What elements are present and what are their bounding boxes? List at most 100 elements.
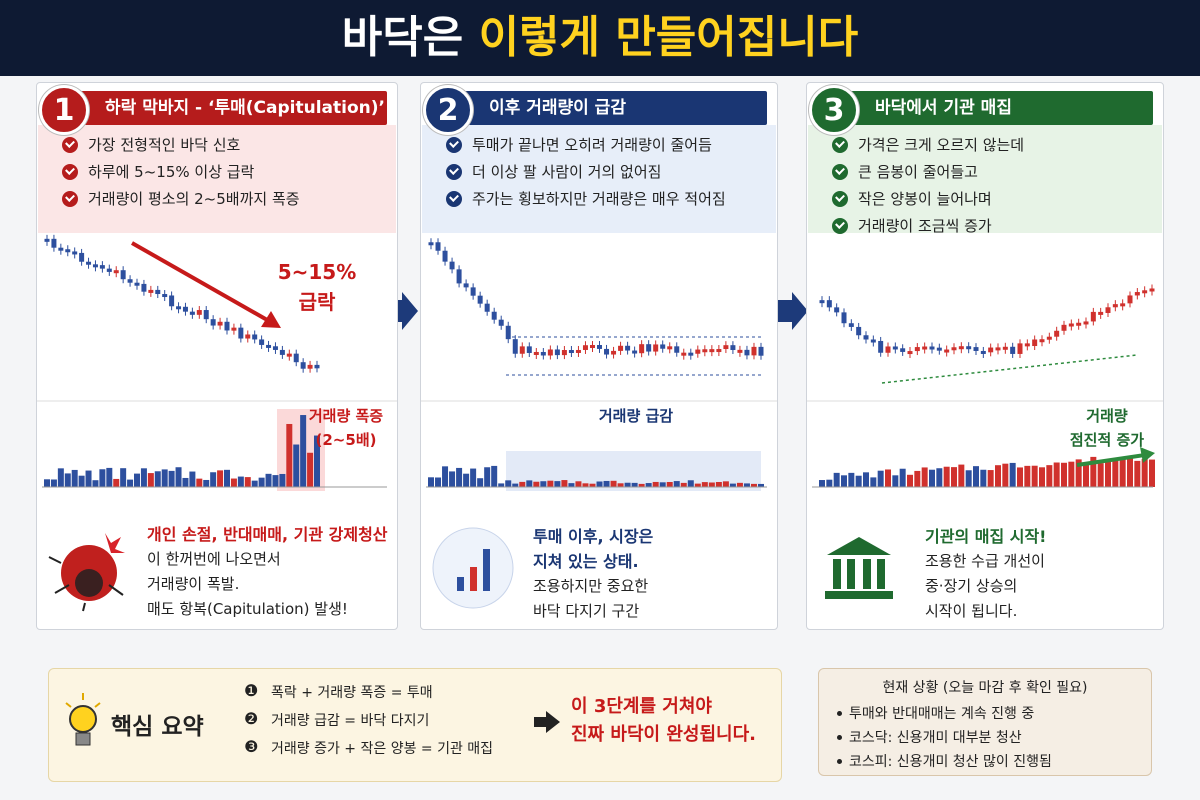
summary-text: 거래량 증가 + 작은 양봉 = 기관 매집 [271, 741, 494, 757]
candle [597, 345, 603, 349]
caption-highlight: 지쳐 있는 상태. [533, 552, 639, 571]
candle [988, 347, 994, 353]
summary-box: 핵심 요약 ❶ 폭락 + 거래량 폭증 = 투매 ❷ 거래량 급감 = 바닥 다지기 ❸… [48, 668, 782, 782]
candle [300, 362, 306, 369]
volume-bar [286, 423, 293, 487]
candle [936, 347, 942, 351]
volume-bar [203, 479, 210, 487]
chart-annotation: 급락 [299, 290, 336, 314]
bullet-text: 거래량이 조금씩 증가 [858, 217, 992, 235]
volume-bar [442, 466, 449, 487]
candle [646, 344, 652, 352]
candle [870, 339, 876, 343]
candle [182, 306, 188, 312]
volume-bar [244, 477, 251, 487]
candle [449, 261, 455, 270]
volume-bar [617, 483, 624, 487]
stage-heading: 이후 거래량이 급감 [461, 91, 767, 125]
candle [589, 345, 595, 349]
volume-bar [435, 477, 442, 487]
candle [561, 350, 567, 356]
candle [65, 249, 71, 253]
volume-bar [71, 469, 78, 487]
check-icon [832, 164, 848, 180]
bullet-box: 가격은 크게 오르지 않는데 큰 음봉이 줄어들고 작은 양봉이 늘어나며 거래량이 … [808, 125, 1162, 235]
candle [491, 311, 497, 320]
candle [841, 312, 847, 324]
volume-bar [147, 473, 154, 487]
caption-highlight: 투매 이후, 시장은 [533, 527, 654, 546]
volume-bar [1090, 456, 1097, 487]
candle [834, 307, 840, 313]
volume-bar [85, 470, 92, 487]
candle [196, 310, 202, 315]
volume-bar [1068, 461, 1075, 487]
volume-bar [624, 482, 631, 487]
bullet-text: 하루에 5~15% 이상 급락 [88, 163, 255, 181]
candle [900, 348, 906, 352]
candle [51, 238, 57, 248]
volume-bar [120, 468, 127, 487]
caption-line: 시작이 됩니다. [925, 602, 1018, 620]
bomb-shade [75, 569, 103, 597]
volume-bar [99, 469, 106, 487]
candle [113, 270, 119, 274]
header: 바닥은 이렇게 만들어집니다 [0, 0, 1200, 76]
volume-bar [1039, 467, 1045, 487]
volume-bar [973, 466, 979, 487]
volume-bar [175, 467, 182, 487]
candle [169, 295, 175, 307]
status-item: 코스닥: 신용개미 대부분 청산 [849, 730, 1022, 746]
candle [944, 349, 950, 353]
candle [632, 350, 638, 354]
volume-bar [885, 469, 891, 487]
candle [540, 351, 546, 356]
volume-bar [715, 481, 722, 487]
bank-roof [827, 537, 891, 555]
check-icon [62, 191, 78, 207]
candle [639, 344, 645, 354]
stage-panel: 가격은 크게 오르지 않는데 큰 음봉이 줄어들고 작은 양봉이 늘어나며 거래량이 … [806, 82, 1164, 630]
check-icon [446, 191, 462, 207]
volume-bar [841, 475, 847, 487]
volume-bar [892, 475, 899, 487]
conclusion: 이 3단계를 거쳐야 진짜 바닥이 완성됩니다. [571, 693, 756, 749]
volume-bar [936, 468, 943, 487]
volume-bar [987, 470, 994, 487]
candle [611, 350, 617, 355]
stage-panel: 투매가 끝나면 오히려 거래량이 줄어듬 더 이상 팔 사람이 거의 없어짐 주가는… [420, 82, 778, 630]
volume-bar [758, 483, 764, 487]
volume-bar [1149, 459, 1155, 487]
stage-heading: 하락 막바지 - ‘투매(Capitulation)’ [77, 91, 387, 125]
candle [1032, 339, 1038, 347]
volume-bar [1002, 463, 1009, 487]
candle [1090, 311, 1096, 322]
caption-highlight: 기관의 매집 시작! [925, 527, 1047, 546]
volume-bar [582, 483, 589, 487]
bank-base [825, 591, 893, 599]
volume-bar [463, 473, 470, 487]
candle [922, 346, 928, 350]
chart-annotation: 5~15% [278, 260, 357, 284]
candle [709, 349, 715, 353]
caption-line: 조용하지만 중요한 [533, 577, 649, 595]
flow-arrow [778, 292, 808, 330]
volume-bar [1061, 462, 1067, 487]
volume-bar [870, 477, 877, 487]
bulb-icon [65, 693, 101, 746]
volume-bar [863, 472, 869, 487]
candle [470, 287, 476, 296]
volume-bar [161, 469, 168, 487]
candle [826, 300, 832, 308]
candle [667, 346, 673, 350]
bullet-box: 투매가 끝나면 오히려 거래량이 줄어듬 더 이상 팔 사람이 거의 없어짐 주가는… [422, 125, 776, 233]
volume-bar [505, 480, 512, 487]
candle [625, 345, 631, 351]
volume-bar [958, 464, 965, 487]
candle [252, 334, 258, 340]
volume-bar [265, 473, 272, 487]
candle [293, 353, 299, 363]
volume-bar [498, 483, 505, 487]
volume-bar [92, 480, 99, 487]
